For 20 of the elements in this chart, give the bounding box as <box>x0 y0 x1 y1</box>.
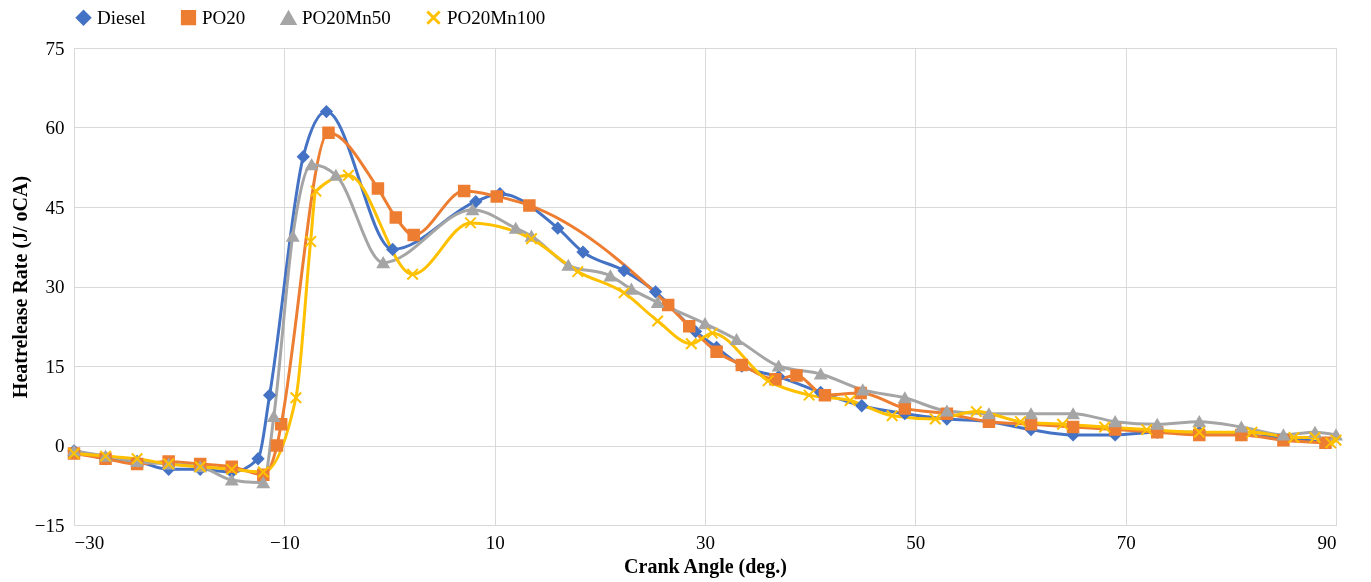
y-tick-label: 30 <box>45 276 65 297</box>
x-axis-title: Crank Angle (deg.) <box>624 554 787 578</box>
y-axis-title: Heatrelease Rate (J/ oCA) <box>8 175 32 399</box>
y-tick-label: −15 <box>34 514 65 536</box>
legend-label: PO20Mn100 <box>447 6 546 28</box>
x-tick-label: 10 <box>485 531 505 553</box>
legend-label: PO20 <box>202 6 246 28</box>
y-tick-label: 0 <box>55 435 65 456</box>
x-tick-label: −30 <box>74 531 105 553</box>
y-tick-label: 15 <box>45 355 65 377</box>
x-tick-label: −10 <box>269 531 300 553</box>
legend-label: PO20Mn50 <box>302 7 391 29</box>
x-tick-label: 30 <box>696 531 715 553</box>
x-tick-label: 90 <box>1317 531 1337 553</box>
x-tick-label: 70 <box>1116 531 1136 553</box>
y-tick-label: 60 <box>45 117 65 138</box>
legend-label: Diesel <box>97 6 146 28</box>
y-tick-label: 75 <box>45 37 65 59</box>
y-tick-label: 45 <box>45 196 65 218</box>
x-tick-label: 50 <box>906 531 926 553</box>
